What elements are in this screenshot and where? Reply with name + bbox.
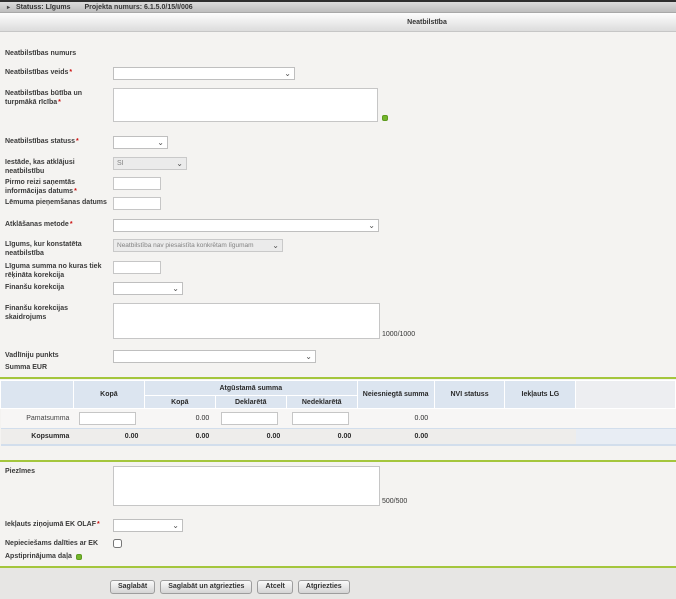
separator-line xyxy=(0,566,676,568)
field-piezimes: Piezīmes 500/500 xyxy=(0,466,676,506)
footer-bar: Saglabāt Saglabāt un atgriezties Atcelt … xyxy=(0,568,676,599)
col-header-nedeklareta: Nedeklarētā xyxy=(285,395,358,409)
butiba-label: Neatbilstības būtība un turpmākā rīcība* xyxy=(5,90,83,106)
chevron-down-icon: ⌄ xyxy=(305,351,312,361)
select-value: SI xyxy=(117,160,124,167)
field-skaidrojums: Finanšu korekcijas skaidrojums 1000/1000 xyxy=(0,303,676,339)
char-counter: 500/500 xyxy=(382,498,408,505)
char-counter: 1000/1000 xyxy=(382,331,416,338)
atklasanas-metode-select[interactable]: ⌄ xyxy=(113,219,379,232)
status-bar: ▸ Statuss: Līgums Projekta numurs: 6.1.5… xyxy=(0,0,676,13)
pamatsumma-nvi-cell xyxy=(434,409,505,429)
row-label: Pamatsumma xyxy=(26,415,70,422)
skaidrojums-textarea[interactable] xyxy=(113,303,380,339)
butiba-textarea[interactable] xyxy=(113,88,378,122)
tab-neatbilstiba[interactable]: Neatbilstība xyxy=(407,19,447,26)
chevron-down-icon: ⌄ xyxy=(368,220,375,230)
info-icon xyxy=(382,115,388,121)
pamatsumma-atg-kopa-value: 0.00 xyxy=(195,415,210,422)
dalities-label: Nepieciešams dalīties ar EK xyxy=(5,540,98,547)
neatbilstibas-numurs-label: Neatbilstības numurs xyxy=(5,50,77,57)
pirmo-reizi-label: Pirmo reizi saņemtās informācijas datums… xyxy=(5,179,77,195)
col-header-neiesniegta-summa: Neiesniegtā summa xyxy=(356,380,435,409)
atklasanas-label: Atklāšanas metode* xyxy=(5,221,73,228)
liguma-summa-input[interactable] xyxy=(113,261,161,274)
pamatsumma-neiesniegta-value: 0.00 xyxy=(414,415,429,422)
select-value: Neatbilstība nav piesaistīta konkrētam l… xyxy=(117,242,254,249)
statuss-select[interactable]: ⌄ xyxy=(113,136,168,149)
kopsumma-neiesniegta-value: 0.00 xyxy=(414,432,429,440)
chevron-down-icon: ⌄ xyxy=(172,520,179,530)
neatbilstibas-veids-select[interactable]: ⌄ xyxy=(113,67,295,80)
kopsumma-kopa-value: 0.00 xyxy=(124,432,139,440)
neatbilstibas-veids-label: Neatbilstības veids* xyxy=(5,69,73,76)
expander-icon[interactable]: ▸ xyxy=(7,4,11,11)
summa-eur-table: Kopā Atgūstamā summa Neiesniegtā summa N… xyxy=(0,380,676,446)
chevron-down-icon: ⌄ xyxy=(157,137,164,147)
kopsumma-deklareta-value: 0.00 xyxy=(266,432,281,440)
piezimes-textarea[interactable] xyxy=(113,466,380,506)
skaidrojums-label: Finanšu korekcijas skaidrojums xyxy=(5,305,69,321)
table-row-pamatsumma: Pamatsumma 0.00 0.00 xyxy=(0,408,676,429)
tab-bar: Neatbilstība xyxy=(0,13,676,32)
pirmo-reizi-datums-input[interactable] xyxy=(113,177,161,190)
separator-line xyxy=(0,377,676,379)
kopsumma-atg-kopa-value: 0.00 xyxy=(195,432,210,440)
olaf-select[interactable]: ⌄ xyxy=(113,519,183,532)
dalities-checkbox[interactable] xyxy=(113,539,122,548)
lemuma-datums-input[interactable] xyxy=(113,197,161,210)
col-header-nvi-statuss: NVI statuss xyxy=(433,380,506,409)
chevron-down-icon: ⌄ xyxy=(272,240,279,250)
finansu-korekcija-label: Finanšu korekcija xyxy=(5,284,65,291)
col-header-empty xyxy=(0,380,74,409)
col-header-atg-kopa: Kopā xyxy=(143,395,216,409)
kopsumma-ieklauts-cell xyxy=(505,429,576,445)
cancel-button[interactable]: Atcelt xyxy=(257,580,293,594)
vadliniju-punkts-select[interactable]: ⌄ xyxy=(113,350,316,363)
iestade-label: Iestāde, kas atklājusi neatbilstību xyxy=(5,159,75,175)
iestade-select: SI ⌄ xyxy=(113,157,187,170)
save-and-return-button[interactable]: Saglabāt un atgriezties xyxy=(160,580,253,594)
piezimes-label: Piezīmes xyxy=(5,468,35,475)
table-row-kopsumma: Kopsumma 0.00 0.00 0.00 0.00 0.00 xyxy=(0,428,676,445)
summa-eur-label: Summa EUR xyxy=(5,364,48,371)
lemuma-label: Lēmuma pieņemšanas datums xyxy=(5,199,107,206)
return-button[interactable]: Atgriezties xyxy=(297,580,350,594)
chevron-down-icon: ⌄ xyxy=(172,283,179,293)
info-icon xyxy=(76,554,82,560)
pamatsumma-kopa-input[interactable] xyxy=(79,412,137,425)
ligums-select: Neatbilstība nav piesaistīta konkrētam l… xyxy=(113,239,283,252)
save-button[interactable]: Saglabāt xyxy=(110,580,156,594)
apstiprinajuma-label: Apstiprinājuma daļa xyxy=(5,553,72,560)
liguma-summa-label: Līguma summa no kuras tiek rēķināta kore… xyxy=(5,263,102,279)
chevron-down-icon: ⌄ xyxy=(176,158,183,168)
vadliniju-label: Vadlīniju punkts xyxy=(5,352,59,359)
col-header-filler xyxy=(575,380,676,409)
col-header-kopa: Kopā xyxy=(72,380,145,409)
row-label: Kopsumma xyxy=(31,432,70,440)
olaf-label: Iekļauts ziņojumā EK OLAF* xyxy=(5,521,100,528)
statuss-label: Neatbilstības statuss* xyxy=(5,138,79,145)
kopsumma-nedeklareta-value: 0.00 xyxy=(337,432,352,440)
pamatsumma-ieklauts-cell xyxy=(505,409,576,429)
separator-line xyxy=(0,460,676,462)
pamatsumma-nedeklareta-input[interactable] xyxy=(292,412,350,425)
ligums-label: Līgums, kur konstatēta neatbilstība xyxy=(5,241,82,257)
col-header-atgustama-summa: Atgūstamā summa xyxy=(143,380,358,396)
field-butiba: Neatbilstības būtība un turpmākā rīcība* xyxy=(0,88,676,122)
col-header-ieklauts-lg: Iekļauts LG xyxy=(504,380,577,409)
chevron-down-icon: ⌄ xyxy=(284,68,291,78)
status-label: Statuss: Līgums xyxy=(16,3,71,11)
finansu-korekcija-select[interactable]: ⌄ xyxy=(113,282,183,295)
project-number-label: Projekta numurs: 6.1.5.0/15/I/006 xyxy=(84,3,193,11)
col-header-deklareta: Deklarētā xyxy=(214,395,287,409)
pamatsumma-deklareta-input[interactable] xyxy=(221,412,279,425)
kopsumma-nvi-cell xyxy=(434,429,505,445)
